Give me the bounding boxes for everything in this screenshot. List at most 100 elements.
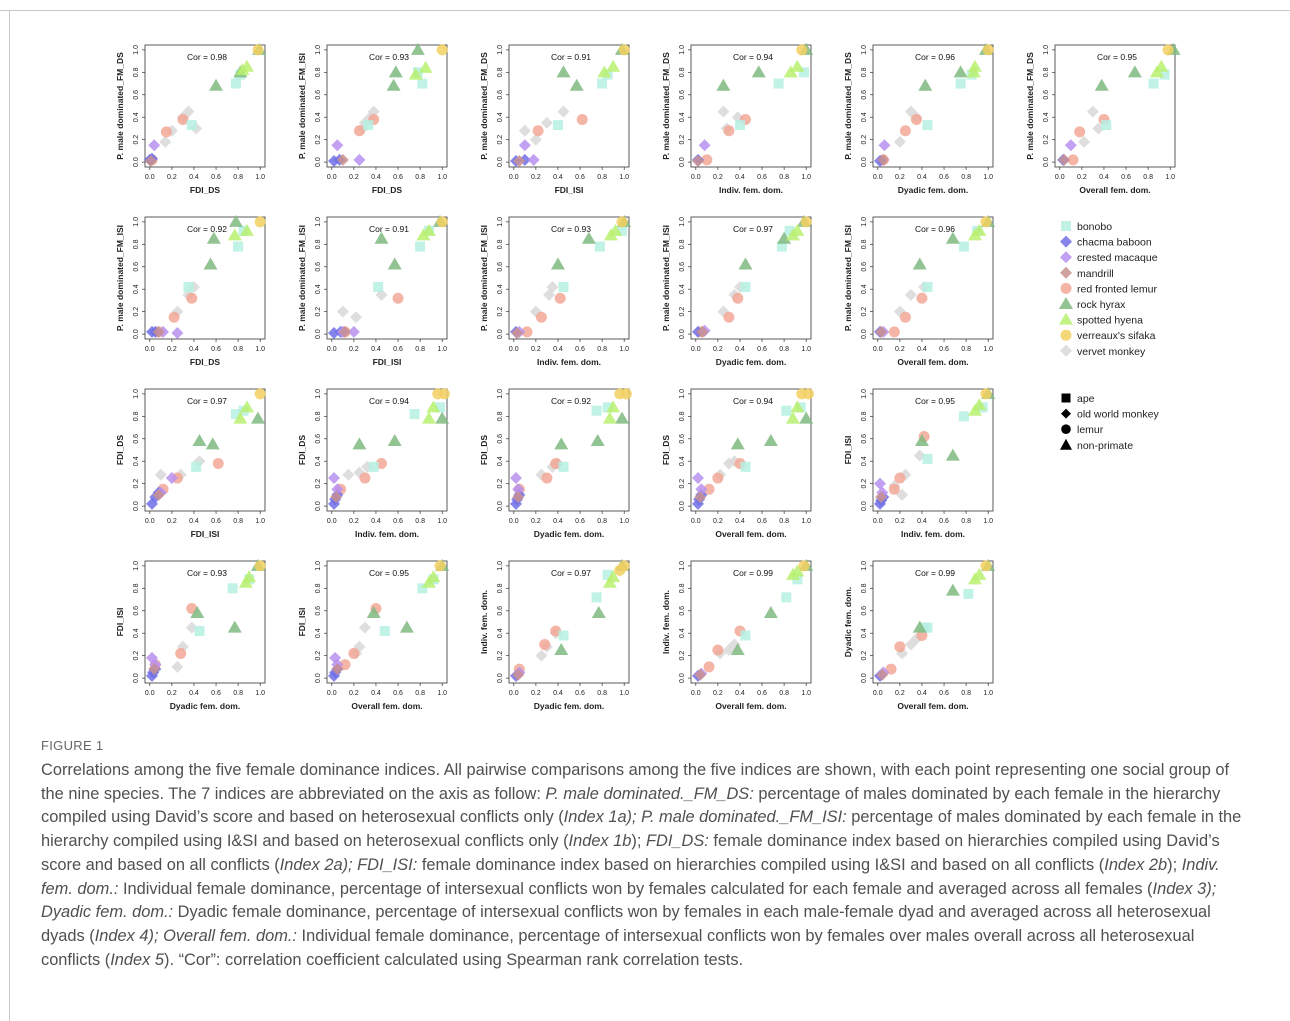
- y-tick-label: 0.2: [133, 479, 140, 489]
- x-tick-label: 0.8: [597, 690, 607, 697]
- point-rock-hyrax: [716, 78, 731, 91]
- x-tick-label: 1.0: [437, 690, 447, 697]
- x-tick-label: 0.8: [779, 346, 789, 353]
- x-tick-label: 0.8: [961, 690, 971, 697]
- y-tick-label: 0.0: [497, 157, 504, 167]
- point-red-fronted-lemur: [521, 326, 533, 338]
- point-bonobo: [963, 588, 974, 599]
- x-tick-label: 1.0: [437, 174, 447, 181]
- point-rock-hyrax: [554, 643, 569, 656]
- x-tick-label: 0.0: [145, 690, 155, 697]
- point-verreaux-s-sifaka: [980, 388, 992, 400]
- point-bonobo: [597, 78, 608, 89]
- legend-marker-spotted-hyena: [1059, 312, 1073, 325]
- plot-frame: [690, 216, 812, 340]
- x-tick-label: 0.6: [575, 174, 585, 181]
- y-tick-label: 0.2: [315, 307, 322, 317]
- y-tick-label: 0.0: [861, 157, 868, 167]
- x-tick-label: 0.4: [553, 518, 563, 525]
- y-tick-label: 0.2: [133, 135, 140, 145]
- point-verreaux-s-sifaka: [980, 560, 992, 572]
- legend-label: vervet monkey: [1077, 346, 1146, 358]
- plot-frame: [326, 388, 448, 512]
- x-tick-label: 0.4: [917, 346, 927, 353]
- caption-run: Individual female dominance, percentage …: [41, 926, 1195, 969]
- y-axis-label: P. male dominated_FM_DS: [661, 52, 671, 160]
- y-tick-label: 0.4: [133, 284, 140, 294]
- point-red-fronted-lemur: [701, 154, 713, 166]
- x-tick-label: 0.6: [939, 174, 949, 181]
- point-rock-hyrax: [945, 583, 960, 596]
- x-axis-label: FDI_DS: [190, 185, 221, 195]
- plot-frame: [144, 560, 266, 684]
- point-rock-hyrax: [614, 411, 629, 424]
- point-bonobo: [186, 120, 197, 131]
- point-spotted-hyena: [606, 59, 621, 72]
- y-tick-label: 0.0: [497, 673, 504, 683]
- caption-italic-run: Index 4); Overall fem. dom.:: [94, 926, 297, 945]
- point-crested-macaque: [878, 139, 891, 152]
- x-tick-label: 0.6: [757, 346, 767, 353]
- y-tick-label: 0.2: [133, 307, 140, 317]
- plot-frame: [326, 216, 448, 340]
- x-tick-label: 1.0: [437, 346, 447, 353]
- y-tick-label: 0.0: [133, 673, 140, 683]
- point-crested-macaque: [171, 326, 184, 339]
- y-tick-label: 0.6: [315, 90, 322, 100]
- point-rock-hyrax: [590, 434, 605, 447]
- diamond-shape-icon: [1061, 408, 1071, 419]
- point-spotted-hyena: [972, 223, 987, 236]
- point-rock-hyrax: [918, 78, 933, 91]
- scatter-panel: 0.0 0.0 0.2 0.2 0.4 0.4 0.6 0.6 0.8 0.8 1.0 1.0 Dyad…: [661, 214, 812, 367]
- x-axis-label: Indiv. fem. dom.: [355, 529, 419, 539]
- point-red-fronted-lemur: [1074, 126, 1086, 138]
- point-bonobo: [1148, 78, 1159, 89]
- plot-frame: [326, 560, 448, 684]
- point-mandrill: [696, 325, 709, 338]
- legend-marker-chacma-baboon: [1060, 235, 1072, 248]
- point-crested-macaque: [510, 472, 523, 485]
- x-tick-label: 0.0: [873, 690, 883, 697]
- group-legend-label: old world monkey: [1077, 409, 1159, 421]
- point-verreaux-s-sifaka: [438, 388, 450, 400]
- point-spotted-hyena: [1154, 59, 1169, 72]
- x-tick-label: 0.2: [895, 346, 905, 353]
- x-tick-label: 0.2: [531, 690, 541, 697]
- x-tick-label: 0.0: [691, 518, 701, 525]
- y-tick-label: 0.8: [133, 239, 140, 249]
- point-vervet-monkey: [557, 105, 570, 118]
- point-spotted-hyena: [426, 400, 441, 413]
- y-tick-label: 0.8: [315, 67, 322, 77]
- plot-frame: [872, 44, 994, 168]
- correlation-label: Cor = 0.91: [551, 52, 591, 62]
- y-tick-label: 1.0: [497, 217, 504, 227]
- x-tick-label: 0.8: [233, 518, 243, 525]
- legend-marker-rock-hyrax: [1059, 297, 1073, 309]
- x-tick-label: 0.8: [597, 174, 607, 181]
- y-tick-label: 0.8: [679, 239, 686, 249]
- point-bonobo: [922, 120, 933, 131]
- point-red-fronted-lemur: [339, 659, 351, 671]
- y-tick-label: 0.8: [679, 583, 686, 593]
- point-bonobo: [558, 461, 569, 472]
- point-spotted-hyena: [421, 223, 436, 236]
- y-tick-label: 0.2: [315, 479, 322, 489]
- scatter-panel: 0.0 0.0 0.2 0.2 0.4 0.4 0.6 0.6 0.8 0.8 1.0 1.0 Indi…: [297, 388, 450, 539]
- x-tick-label: 0.2: [713, 346, 723, 353]
- y-tick-label: 0.2: [497, 651, 504, 661]
- x-tick-label: 0.2: [713, 690, 723, 697]
- y-tick-label: 0.4: [679, 112, 686, 122]
- point-spotted-hyena: [602, 411, 617, 424]
- x-axis-label: Indiv. fem. dom.: [537, 357, 601, 367]
- point-verreaux-s-sifaka: [434, 560, 446, 572]
- point-spotted-hyena: [408, 67, 423, 80]
- y-axis-label: P. male dominated_FM_DS: [843, 52, 853, 160]
- point-red-fronted-lemur: [175, 647, 187, 659]
- point-verreaux-s-sifaka: [620, 388, 632, 400]
- point-bonobo: [734, 120, 745, 131]
- group-shape-legend: ape old world monkey lemur non-primate: [1060, 393, 1159, 452]
- scatter-panel: 0.0 0.0 0.2 0.2 0.4 0.4 0.6 0.6 0.8 0.8 1.0 1.0 FDI_…: [479, 42, 630, 195]
- point-mandrill: [1058, 153, 1071, 166]
- correlation-label: Cor = 0.99: [915, 568, 955, 578]
- point-bonobo: [558, 281, 569, 292]
